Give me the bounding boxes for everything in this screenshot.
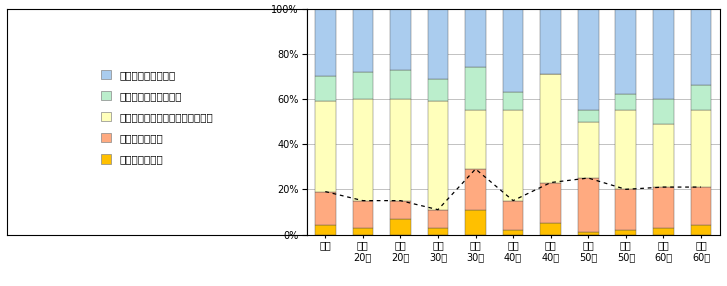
Bar (653, 228, 674, 235)
Bar (315, 225, 336, 235)
Bar (503, 110, 523, 201)
Bar (691, 225, 711, 235)
Legend: 全く利用したくない, あまり利用したくない, どちらともいえない・わからない, まあ利用したい, ぜひ利用したい: 全く利用したくない, あまり利用したくない, どちらともいえない・わからない, … (95, 64, 218, 170)
Bar (465, 9, 486, 67)
Bar (390, 69, 411, 99)
Bar (353, 228, 373, 235)
Bar (353, 99, 373, 201)
Bar (465, 67, 486, 110)
Bar (390, 201, 411, 219)
Bar (315, 76, 336, 101)
Bar (390, 219, 411, 235)
Bar (578, 232, 598, 235)
Bar (390, 99, 411, 201)
Bar (691, 86, 711, 110)
Bar (427, 210, 449, 228)
Bar (653, 9, 674, 99)
Bar (353, 72, 373, 99)
Bar (578, 122, 598, 178)
Bar (616, 230, 636, 235)
Bar (503, 230, 523, 235)
Bar (390, 9, 411, 69)
Bar (427, 9, 449, 79)
Bar (540, 223, 561, 235)
Bar (540, 9, 561, 74)
Bar (427, 79, 449, 101)
Bar (315, 192, 336, 225)
Bar (653, 187, 674, 228)
Bar (616, 189, 636, 230)
Bar (353, 201, 373, 228)
Bar (540, 74, 561, 182)
Bar (427, 228, 449, 235)
Bar (427, 101, 449, 210)
Bar (691, 187, 711, 225)
Bar (616, 9, 636, 94)
Bar (616, 110, 636, 189)
Bar (653, 99, 674, 124)
Bar (578, 9, 598, 110)
Bar (503, 9, 523, 92)
Bar (465, 169, 486, 210)
Bar (616, 94, 636, 110)
Bar (653, 124, 674, 187)
Bar (315, 9, 336, 76)
Bar (465, 110, 486, 169)
Bar (540, 182, 561, 223)
Bar (353, 9, 373, 72)
Bar (503, 92, 523, 110)
Bar (578, 110, 598, 122)
Bar (578, 178, 598, 232)
Bar (691, 110, 711, 187)
Bar (315, 101, 336, 192)
Bar (691, 9, 711, 86)
Bar (465, 210, 486, 235)
Bar (503, 201, 523, 230)
